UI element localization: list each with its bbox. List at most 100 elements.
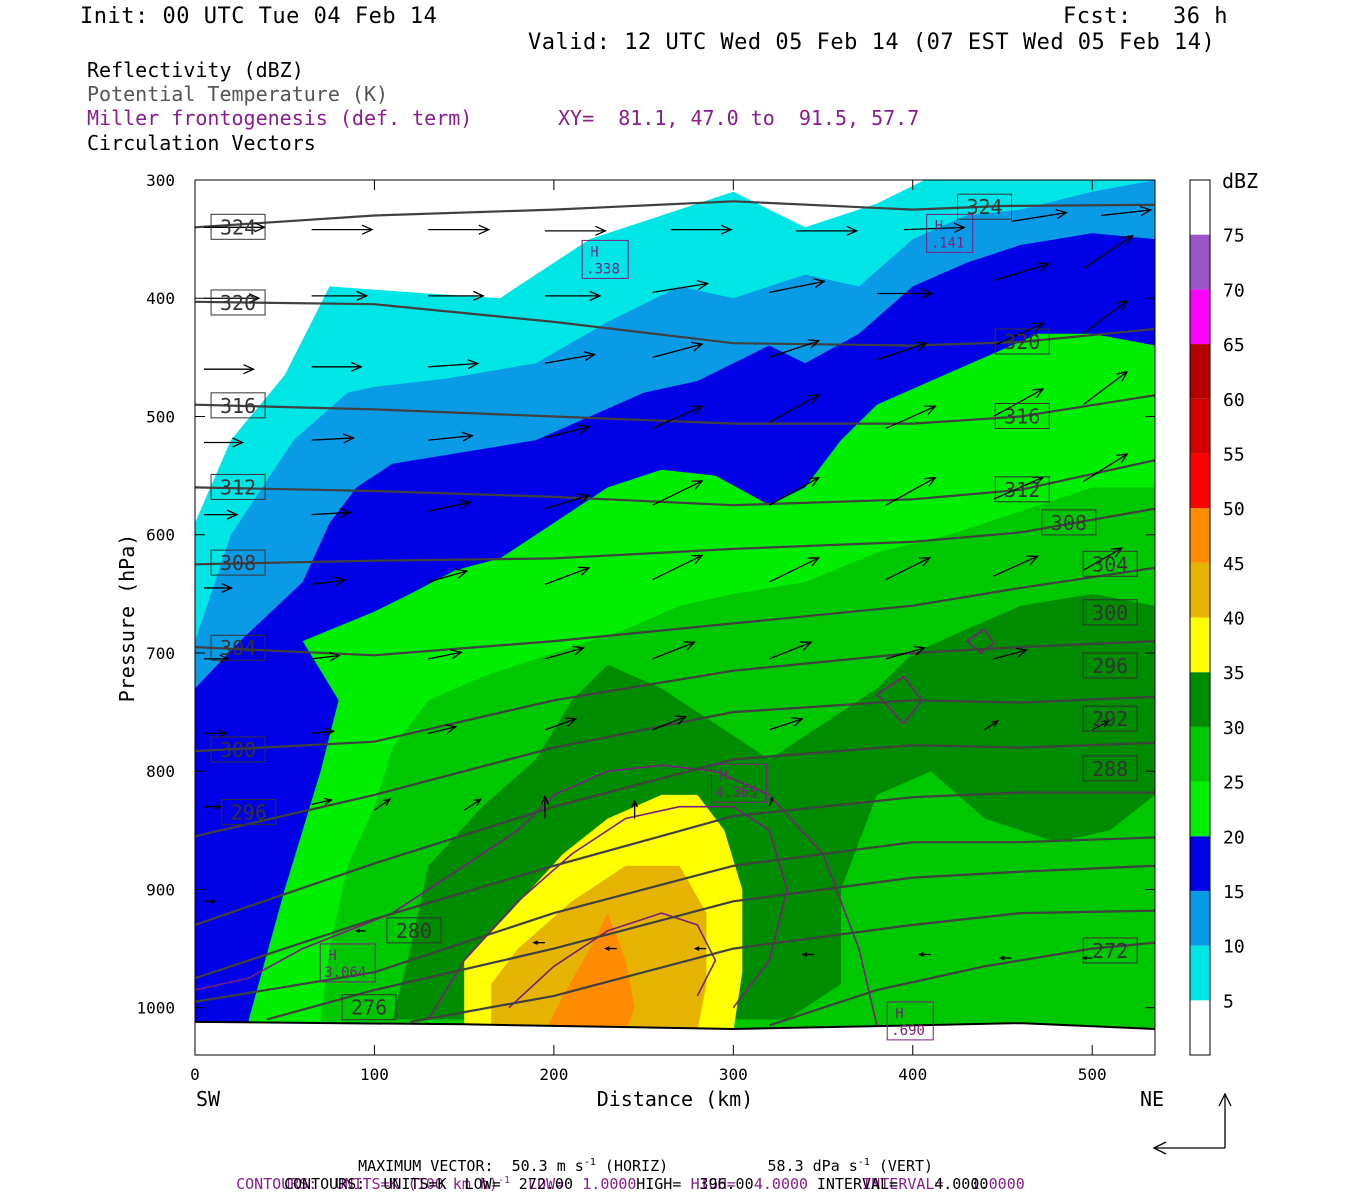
theta-label-316: 316	[994, 402, 1050, 429]
forecast-hour: Fcst: 36 h	[1063, 4, 1228, 29]
maximum-value: .690	[891, 1023, 925, 1039]
colorbar-label: 10	[1223, 937, 1245, 958]
colorbar-label: 65	[1223, 335, 1245, 356]
theta-label-272: 272	[1082, 937, 1138, 964]
theta-label-text: 292	[1092, 707, 1128, 731]
circulation-vector	[652, 480, 704, 506]
circulation-vector	[796, 225, 859, 236]
colorbar-label: 70	[1223, 280, 1245, 301]
frontogenesis-maximum: H.690	[886, 1001, 934, 1041]
maximum-value: 3.064	[324, 965, 366, 981]
colorbar-label: 55	[1223, 444, 1245, 465]
below-ground-mask	[195, 1021, 1155, 1055]
theta-contour-324	[195, 200, 1155, 229]
legend-reflectivity: Reflectivity (dBZ)	[87, 58, 304, 82]
maximum-value: .338	[586, 261, 620, 277]
frontogenesis-contour-2	[427, 805, 788, 1020]
x-tick-label: 200	[539, 1065, 568, 1084]
circulation-vector	[540, 794, 549, 819]
theta-contour-info: CONTOURS: UNITS=K LOW= 272.00 HIGH= 396.…	[284, 1175, 989, 1193]
theta-label-292: 292	[1082, 705, 1138, 732]
y-tick-label: 900	[146, 880, 175, 899]
circulation-vector	[428, 649, 463, 660]
circulation-vector	[1082, 370, 1129, 406]
circulation-vector	[885, 645, 926, 660]
circulation-vector	[311, 290, 369, 301]
maximum-label: H	[328, 948, 336, 964]
theta-label-text: 300	[1092, 601, 1128, 625]
x-axis-label: Distance (km)	[597, 1087, 754, 1111]
theta-label-276: 276	[341, 994, 397, 1021]
y-tick-label: 300	[146, 171, 175, 190]
circulation-vector	[544, 645, 585, 660]
circulation-vector	[544, 717, 578, 731]
circulation-vector	[544, 424, 591, 439]
circulation-vector	[355, 928, 366, 933]
theta-contour-320	[195, 300, 1155, 347]
theta-label-text: 308	[220, 551, 256, 575]
colorbar-segment	[1190, 617, 1210, 673]
circulation-vector	[428, 290, 485, 301]
colorbar-segment	[1190, 781, 1210, 837]
x-tick-label: 300	[719, 1065, 748, 1084]
circulation-vector	[885, 405, 937, 429]
frontogenesis-maximum: H3.064	[319, 943, 376, 983]
circulation-vector	[428, 568, 469, 583]
y-tick-label: 1000	[136, 999, 175, 1018]
circulation-vector	[428, 224, 491, 235]
frontogenesis-maximum: H.338	[581, 239, 629, 279]
circulation-vector	[984, 720, 1000, 731]
theta-contour-316	[195, 394, 1155, 425]
circulation-vector	[1082, 234, 1135, 270]
y-tick-label: 800	[146, 762, 175, 781]
colorbar-label: 35	[1223, 663, 1245, 684]
colorbar-segment	[1190, 726, 1210, 782]
cross-section-endpoints: XY= 81.1, 47.0 to 91.5, 57.7	[558, 106, 920, 130]
theta-label-text: 280	[396, 919, 432, 943]
circulation-vector	[993, 261, 1051, 282]
circulation-vector	[1091, 720, 1111, 731]
circulation-vector	[311, 507, 352, 519]
colorbar-segment	[1190, 234, 1210, 290]
theta-label-316: 316	[210, 392, 266, 419]
circulation-vector	[652, 341, 704, 358]
colorbar-segment	[1190, 453, 1210, 509]
circulation-vector	[1082, 299, 1129, 335]
circulation-vector	[876, 288, 934, 299]
theta-contour-300	[195, 640, 1155, 753]
circulation-vector	[993, 388, 1045, 418]
circulation-vector	[1011, 209, 1069, 223]
circulation-vector	[670, 224, 733, 235]
circulation-vector	[203, 364, 256, 375]
colorbar-label: 30	[1223, 718, 1245, 739]
circulation-vector	[203, 654, 230, 664]
y-axis-label: Pressure (hPa)	[115, 534, 139, 703]
circulation-vector	[768, 557, 821, 583]
circulation-vector	[768, 796, 774, 807]
colorbar-label: 45	[1223, 554, 1245, 575]
circulation-vector	[203, 222, 267, 233]
circulation-vector	[203, 803, 223, 810]
frontogenesis-maximum: H4.365	[710, 763, 767, 803]
circulation-vector	[1082, 547, 1124, 571]
maximum-value: 4.365	[715, 785, 757, 801]
circulation-vector	[203, 293, 261, 304]
circulation-vector	[311, 224, 374, 235]
circulation-vector	[311, 651, 341, 662]
init-time: Init: 00 UTC Tue 04 Feb 14	[80, 4, 438, 29]
theta-label-304: 304	[210, 634, 266, 661]
circulation-vector	[544, 225, 607, 236]
circulation-vector	[544, 493, 591, 510]
colorbar-label: 40	[1223, 609, 1245, 630]
reflectivity-region-45dbz	[544, 913, 635, 1032]
theta-label-text: 312	[1004, 478, 1040, 502]
colorbar-segment	[1190, 1000, 1210, 1055]
theta-contour-308	[195, 507, 1155, 566]
colorbar-segment	[1190, 508, 1210, 563]
circulation-vector	[374, 798, 392, 811]
theta-label-308: 308	[210, 549, 266, 576]
circulation-vector	[652, 280, 710, 293]
theta-contour-296	[195, 695, 1155, 838]
circulation-vector	[768, 476, 821, 506]
colorbar-unit: dBZ	[1222, 169, 1258, 193]
